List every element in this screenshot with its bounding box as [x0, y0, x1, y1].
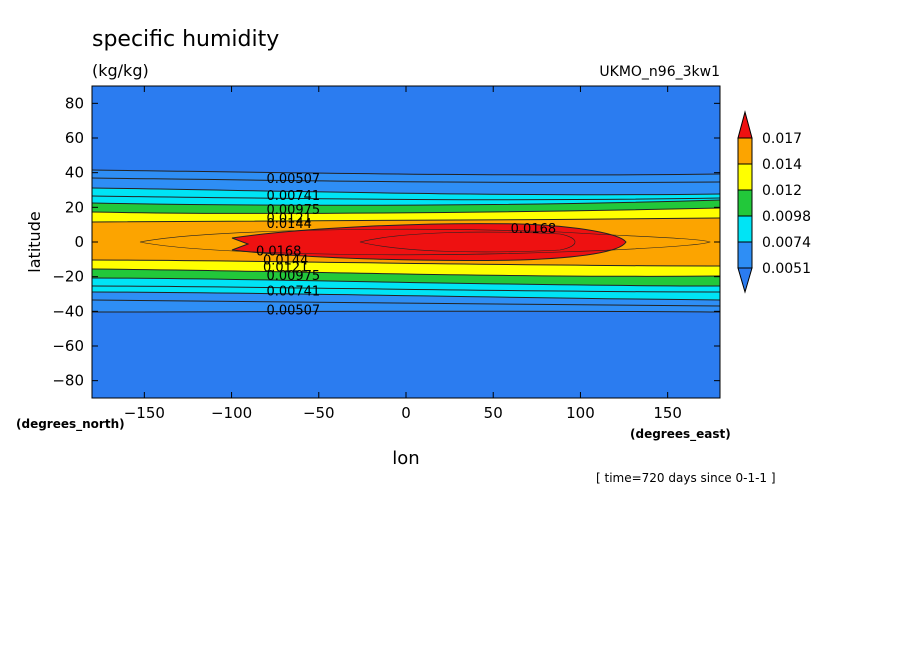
contour-label: 0.00741 [266, 189, 320, 204]
time-note: [ time=720 days since 0-1-1 ] [596, 471, 776, 485]
model-label: UKMO_n96_3kw1 [599, 64, 720, 80]
contour-label: 0.0168 [256, 245, 302, 260]
colorbar-label: 0.017 [762, 131, 802, 147]
y-tick-label: −80 [52, 372, 84, 390]
contour-label: 0.0144 [266, 217, 312, 232]
contour-label: 0.0121 [263, 260, 309, 275]
y-tick-label: 20 [65, 198, 84, 216]
contour-label: 0.0144 [263, 253, 309, 268]
colorbar: 0.017 0.014 0.012 0.0098 0.0074 0.0051 [737, 110, 811, 294]
colorbar-band-b1 [737, 241, 753, 269]
x-tick-label: 150 [653, 404, 682, 422]
x-axis-title: lon [392, 448, 419, 469]
y-axis: 80 60 40 20 0 −20 −40 −60 −80 [52, 94, 720, 390]
contour-label: 0.00507 [266, 172, 320, 187]
y-tick-label: 60 [65, 129, 84, 147]
colorbar-label: 0.014 [762, 157, 802, 173]
y-axis-units: (degrees_north) [16, 417, 125, 432]
x-tick-label: −100 [211, 404, 252, 422]
contour-label: 0.00741 [266, 285, 320, 300]
colorbar-below-arrow [737, 267, 753, 294]
contour-label: 0.00975 [266, 203, 320, 218]
colorbar-label: 0.0098 [762, 209, 811, 225]
chart-units: (kg/kg) [92, 61, 149, 80]
x-tick-label: 100 [566, 404, 595, 422]
y-tick-label: −40 [52, 302, 84, 320]
contour-label: 0.00507 [266, 304, 320, 319]
colorbar-above-arrow [737, 110, 753, 139]
colorbar-label: 0.0051 [762, 261, 811, 277]
x-axis: −150 −100 −50 0 50 100 150 [124, 86, 682, 422]
colorbar-band-b4 [737, 163, 753, 191]
x-tick-label: 0 [401, 404, 411, 422]
contour-label: 0.0168 [511, 222, 556, 237]
contour-label: 0.0121 [266, 212, 312, 227]
y-tick-label: 0 [74, 233, 84, 251]
y-tick-label: −60 [52, 337, 84, 355]
colorbar-band-b2 [737, 215, 753, 243]
y-tick-label: −20 [52, 268, 84, 286]
y-tick-label: 80 [65, 94, 84, 112]
x-tick-label: 50 [484, 404, 503, 422]
contour-lines [91, 169, 721, 313]
colorbar-band-b3 [737, 189, 753, 217]
x-tick-label: −150 [124, 404, 165, 422]
chart-title: specific humidity [92, 27, 279, 52]
contour-label: 0.00975 [266, 269, 320, 284]
x-axis-units: (degrees_east) [630, 427, 731, 442]
colorbar-band-b5 [737, 137, 753, 165]
colorbar-label: 0.012 [762, 183, 802, 199]
x-tick-label: −50 [303, 404, 335, 422]
colorbar-label: 0.0074 [762, 235, 811, 251]
y-tick-label: 40 [65, 164, 84, 182]
y-axis-title: latitude [25, 211, 44, 272]
